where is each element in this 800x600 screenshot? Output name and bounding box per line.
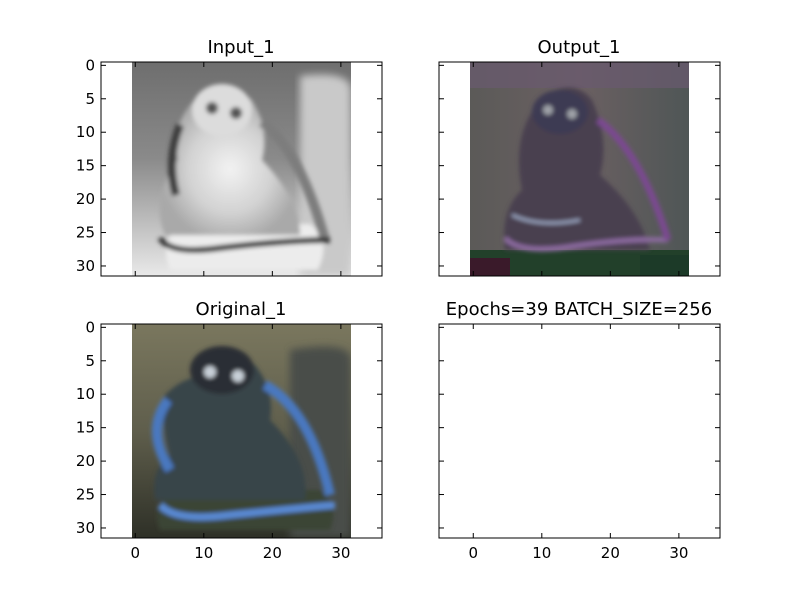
x-tick-label: 30 <box>669 544 688 562</box>
x-tick-label: 10 <box>532 544 551 562</box>
subplot-input: Input_1 0 5 10 15 20 25 30 <box>76 37 383 277</box>
y-tick-label: 25 <box>76 224 95 242</box>
y-tick-label: 20 <box>76 190 95 208</box>
x-ticks: 0 10 20 30 <box>468 324 688 562</box>
subplot-title: Output_1 <box>538 37 621 58</box>
y-tick-label: 25 <box>76 486 95 504</box>
y-ticks: 0 5 10 15 20 25 30 <box>76 56 382 275</box>
y-ticks <box>439 326 720 529</box>
subplot-title: Original_1 <box>196 299 287 320</box>
axes-frame <box>100 61 383 277</box>
x-ticks: 0 10 20 30 <box>130 324 350 562</box>
subplot-empty: Epochs=39 BATCH_SIZE=256 0 10 20 30 <box>438 299 721 562</box>
x-tick-label: 30 <box>331 544 350 562</box>
x-tick-label: 20 <box>263 544 282 562</box>
y-tick-label: 10 <box>76 123 95 141</box>
axes-frame <box>438 61 721 277</box>
subplot-output: Output_1 <box>438 37 721 277</box>
y-tick-label: 20 <box>76 452 95 470</box>
y-ticks: 0 5 10 15 20 25 30 <box>76 318 382 537</box>
y-ticks <box>439 64 720 267</box>
x-tick-label: 0 <box>468 544 478 562</box>
y-tick-label: 0 <box>85 56 95 74</box>
y-tick-label: 30 <box>76 519 95 537</box>
subplot-title: Input_1 <box>207 37 274 58</box>
x-ticks <box>472 62 680 276</box>
x-tick-label: 0 <box>130 544 140 562</box>
image-input <box>132 62 351 276</box>
x-tick-label: 20 <box>601 544 620 562</box>
subplot-original: Original_1 0 5 10 15 20 25 30 0 10 20 30 <box>76 299 383 562</box>
y-tick-label: 5 <box>85 352 95 370</box>
y-tick-label: 15 <box>76 157 95 175</box>
x-tick-label: 10 <box>194 544 213 562</box>
image-original <box>132 324 351 538</box>
y-tick-label: 5 <box>85 90 95 108</box>
x-ticks <box>134 62 342 276</box>
image-output <box>470 62 689 276</box>
y-tick-label: 10 <box>76 385 95 403</box>
y-tick-label: 15 <box>76 419 95 437</box>
y-tick-label: 30 <box>76 257 95 275</box>
axes-frame <box>438 323 721 539</box>
subplot-title: Epochs=39 BATCH_SIZE=256 <box>446 299 712 320</box>
y-tick-label: 0 <box>85 318 95 336</box>
axes-frame <box>100 323 383 539</box>
